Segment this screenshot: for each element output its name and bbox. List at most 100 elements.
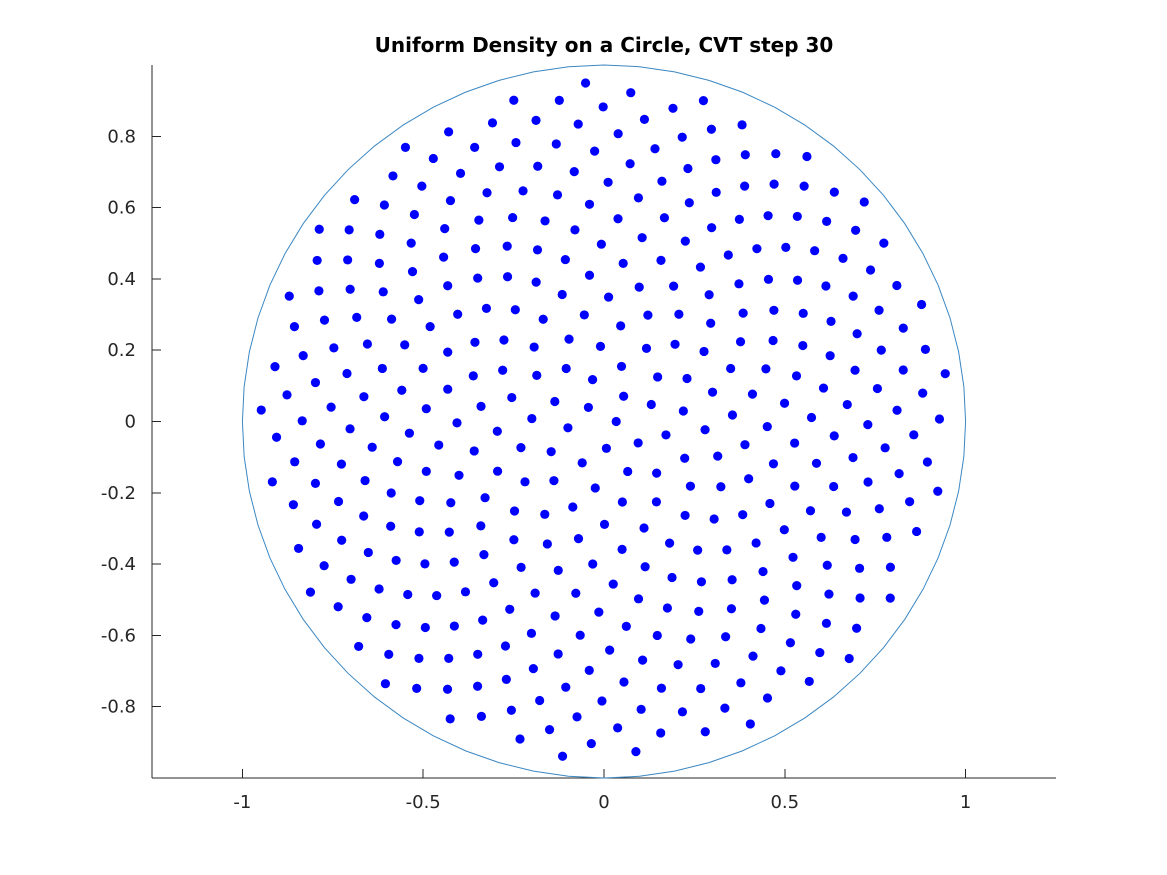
data-point [762, 693, 773, 703]
data-point [855, 593, 865, 603]
data-point [769, 179, 779, 189]
data-point [310, 377, 321, 388]
data-point [740, 150, 750, 160]
data-point [520, 477, 530, 487]
data-point [434, 440, 444, 450]
data-point [673, 660, 683, 670]
data-point [284, 291, 294, 301]
data-point [597, 696, 607, 706]
data-point [876, 345, 886, 355]
data-point [665, 538, 675, 548]
data-point [533, 161, 543, 171]
data-point [711, 155, 721, 165]
data-point [443, 347, 453, 357]
data-point [470, 244, 481, 254]
data-point [571, 588, 581, 598]
data-point [380, 679, 391, 689]
data-point [852, 623, 862, 633]
data-point [616, 361, 627, 372]
data-point [716, 482, 726, 492]
data-point [662, 603, 673, 613]
data-point [584, 270, 595, 280]
circle-boundary-layer [241, 64, 967, 779]
data-point [790, 438, 800, 448]
y-tick-label: -0.2 [101, 483, 136, 504]
data-point [570, 225, 580, 235]
data-point [553, 565, 563, 575]
data-point [898, 365, 908, 375]
chart-title: Uniform Density on a Circle, CVT step 30 [375, 33, 834, 57]
data-point [469, 446, 479, 456]
data-point [734, 279, 744, 289]
data-point [560, 254, 570, 265]
y-tick-label: 0.4 [107, 269, 136, 290]
data-point [549, 476, 559, 486]
data-point [425, 321, 435, 332]
data-point [617, 497, 627, 507]
data-point [815, 647, 825, 658]
data-point [544, 724, 555, 735]
data-point [677, 132, 687, 142]
data-point [532, 370, 542, 380]
data-point [885, 593, 895, 603]
data-point [704, 290, 714, 300]
data-point [271, 432, 282, 442]
data-point [695, 262, 706, 272]
data-point [863, 477, 873, 487]
data-point [652, 468, 662, 478]
data-point [851, 225, 861, 235]
data-point [420, 559, 430, 569]
data-point [492, 426, 502, 436]
data-point [460, 587, 471, 597]
data-point [588, 559, 598, 569]
data-point [454, 470, 464, 480]
data-point [805, 506, 816, 516]
data-point [501, 674, 511, 684]
data-point [579, 310, 589, 320]
data-point [844, 653, 854, 664]
data-point [482, 188, 492, 198]
data-point [638, 655, 648, 665]
data-point [412, 683, 422, 693]
data-point [342, 368, 352, 379]
data-point [443, 281, 453, 291]
data-point [509, 506, 520, 516]
data-point [912, 526, 922, 537]
data-point [821, 618, 832, 628]
data-point [605, 645, 615, 655]
data-point [480, 493, 490, 503]
y-tick-label: 0.2 [107, 340, 136, 361]
data-point [680, 510, 690, 521]
data-point [670, 339, 680, 349]
data-point [934, 414, 945, 424]
data-point [879, 238, 889, 248]
data-point [326, 402, 336, 412]
data-point [552, 190, 563, 200]
data-point [446, 498, 456, 508]
data-point [848, 291, 858, 301]
data-point [727, 410, 738, 420]
data-point [449, 557, 459, 567]
data-point [792, 580, 802, 591]
data-point [792, 275, 803, 285]
data-point [657, 176, 667, 186]
data-point [707, 387, 718, 397]
data-point [822, 216, 832, 226]
data-point [297, 416, 307, 426]
data-point [848, 452, 858, 463]
data-point [476, 521, 486, 531]
data-point [707, 223, 717, 233]
x-tick-label: 1 [960, 792, 971, 813]
data-point [668, 103, 678, 113]
data-point [470, 142, 480, 152]
data-point [656, 683, 667, 693]
data-point [532, 245, 543, 255]
data-point [314, 286, 324, 296]
data-point [507, 392, 517, 403]
data-point [677, 707, 688, 717]
data-point [527, 413, 537, 424]
data-point [445, 714, 455, 724]
data-point [850, 365, 860, 375]
data-point [680, 453, 690, 463]
data-point [850, 534, 860, 545]
